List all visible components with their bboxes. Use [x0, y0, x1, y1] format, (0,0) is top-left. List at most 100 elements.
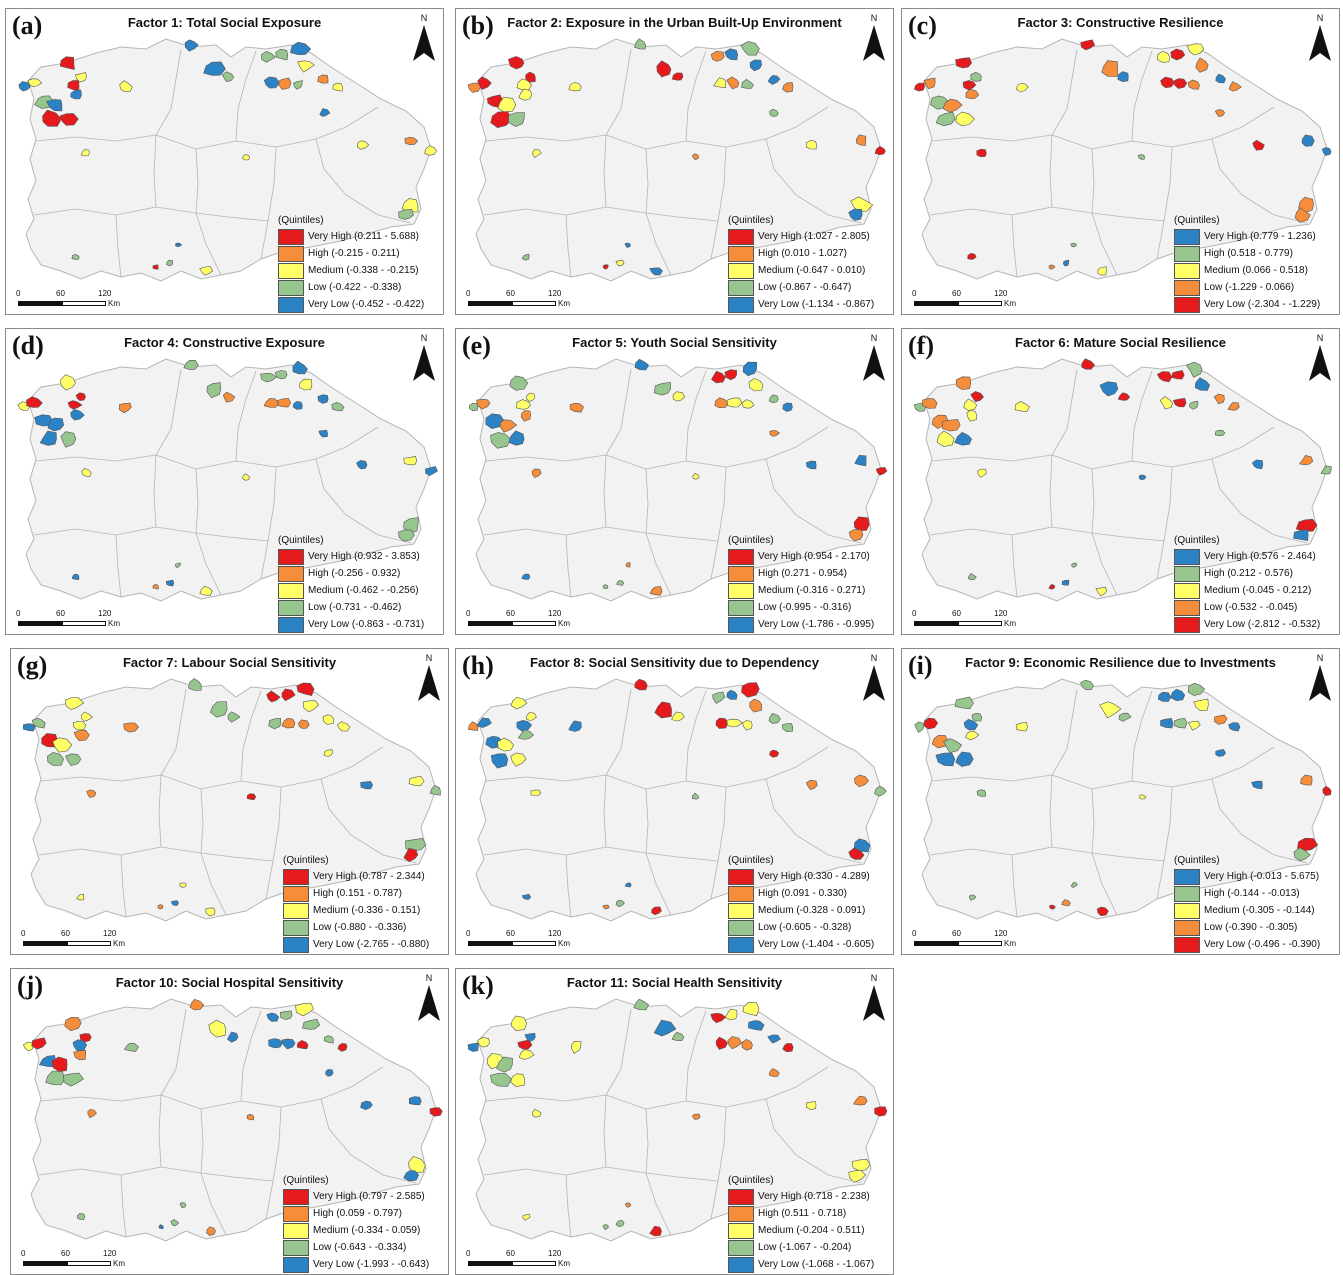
municipality-patch [398, 529, 415, 542]
north-arrow-icon: N [1307, 333, 1333, 385]
municipality-patch [965, 730, 980, 741]
province-boundary [120, 854, 127, 918]
scale-label-60: 60 [61, 929, 70, 938]
municipality-patch [848, 1169, 867, 1183]
municipality-patch [1118, 712, 1132, 722]
municipality-patch [656, 60, 672, 78]
province-boundary [1091, 532, 1118, 596]
municipality-patch [469, 402, 479, 412]
municipality-patch [124, 1042, 139, 1052]
legend-swatch [278, 228, 304, 245]
legend-item: Very Low (-2.765 - -0.880) [283, 936, 448, 953]
municipality-patch [1061, 899, 1071, 907]
province-boundary [195, 148, 199, 214]
municipality-patch [692, 153, 699, 161]
municipality-patch [854, 774, 869, 788]
municipality-patch [976, 789, 987, 797]
province-boundary [645, 468, 649, 534]
province-boundary [1049, 134, 1053, 208]
north-arrow-icon: N [411, 333, 437, 385]
province-boundary [235, 370, 257, 462]
municipality-patch [39, 430, 57, 446]
municipality-patch [805, 460, 817, 470]
scale-segment-filled [23, 941, 67, 946]
municipality-patch [275, 48, 289, 61]
legend-item: Very Low (-1.134 - -0.867) [728, 296, 893, 313]
municipality-patch [281, 688, 296, 702]
scale-label-0: 0 [21, 929, 26, 938]
municipality-patch [22, 723, 36, 732]
map-legend: (Quintiles) Very High (-0.013 - 5.675) Hig… [1174, 855, 1339, 953]
province-boundary [1091, 212, 1165, 222]
legend-swatch [278, 616, 304, 633]
municipality-patch [521, 573, 531, 580]
legend-label: Low (-0.731 - -0.462) [308, 601, 402, 613]
legend-label: Medium (-0.305 - -0.144) [1204, 904, 1315, 916]
legend-item: High (0.212 - 0.576) [1174, 565, 1339, 582]
province-boundary [315, 458, 412, 544]
municipality-patch [424, 145, 438, 156]
municipality-patch [1156, 371, 1173, 383]
province-boundary [605, 48, 632, 136]
municipality-patch [71, 573, 80, 581]
scale-label-60: 60 [56, 609, 65, 618]
scale-unit: Km [113, 939, 125, 948]
municipality-patch [1293, 847, 1311, 862]
region-outline [475, 358, 882, 602]
province-boundary [765, 458, 862, 544]
legend-swatch [728, 1188, 754, 1205]
municipality-patch [1137, 154, 1145, 160]
municipality-patch [1294, 207, 1311, 223]
municipality-patch [1186, 43, 1205, 56]
municipality-patch [67, 400, 83, 410]
municipality-patch [602, 584, 609, 590]
municipality-patch [52, 737, 73, 753]
municipality-patch [976, 148, 987, 158]
municipality-patch [769, 430, 781, 437]
panel-title: Factor 9: Economic Resilience due to Inv… [965, 655, 1276, 670]
legend-item: Very High (-0.013 - 5.675) [1174, 868, 1339, 885]
municipality-patch [518, 1049, 535, 1060]
legend-label: Very Low (-2.304 - -1.229) [1204, 298, 1321, 310]
legend-item: Very Low (-0.863 - -0.731) [278, 616, 443, 633]
map-panel: (a) Factor 1: Total Social Exposure N (Quin… [5, 8, 444, 315]
map-legend: (Quintiles) Very High (0.211 - 5.688) High… [278, 215, 443, 313]
legend-item: High (0.511 - 0.718) [728, 1205, 893, 1222]
legend-swatch [1174, 262, 1200, 279]
legend-title: (Quintiles) [728, 1175, 774, 1186]
region-outline [25, 38, 432, 282]
municipality-patch [467, 721, 479, 731]
panel-letter: (g) [17, 651, 48, 680]
municipality-patch [782, 1043, 794, 1053]
municipality-patch [633, 998, 650, 1011]
legend-swatch [728, 582, 754, 599]
municipality-patch [227, 1031, 239, 1043]
scale-segment-empty [67, 941, 111, 946]
municipality-patch [530, 789, 542, 796]
province-boundary [195, 468, 199, 534]
province-boundary [153, 454, 157, 528]
municipality-patch [1080, 679, 1094, 691]
municipality-patch [714, 397, 729, 409]
municipality-patch [749, 59, 763, 72]
municipality-patch [1099, 381, 1119, 397]
municipality-patch [1215, 749, 1227, 757]
province-boundary [645, 212, 719, 222]
legend-swatch [1174, 902, 1200, 919]
legend-item: High (0.059 - 0.797) [283, 1205, 448, 1222]
province-boundary [645, 1108, 649, 1174]
municipality-patch [853, 838, 871, 853]
north-arrow-icon: N [861, 653, 887, 705]
legend-label: Very High (0.576 - 2.464) [1204, 550, 1316, 562]
municipality-patch [398, 208, 414, 220]
municipality-patch [297, 719, 310, 729]
region-outline [475, 678, 882, 922]
legend-item: Low (-1.229 - 0.066) [1174, 279, 1339, 296]
municipality-patch [942, 98, 963, 113]
municipality-patch [955, 376, 972, 390]
municipality-patch [80, 149, 90, 157]
municipality-patch [671, 1031, 685, 1042]
scale-label-120: 120 [994, 929, 1008, 938]
legend-item: High (0.271 - 0.954) [728, 565, 893, 582]
legend-label: Low (-0.532 - -0.045) [1204, 601, 1298, 613]
